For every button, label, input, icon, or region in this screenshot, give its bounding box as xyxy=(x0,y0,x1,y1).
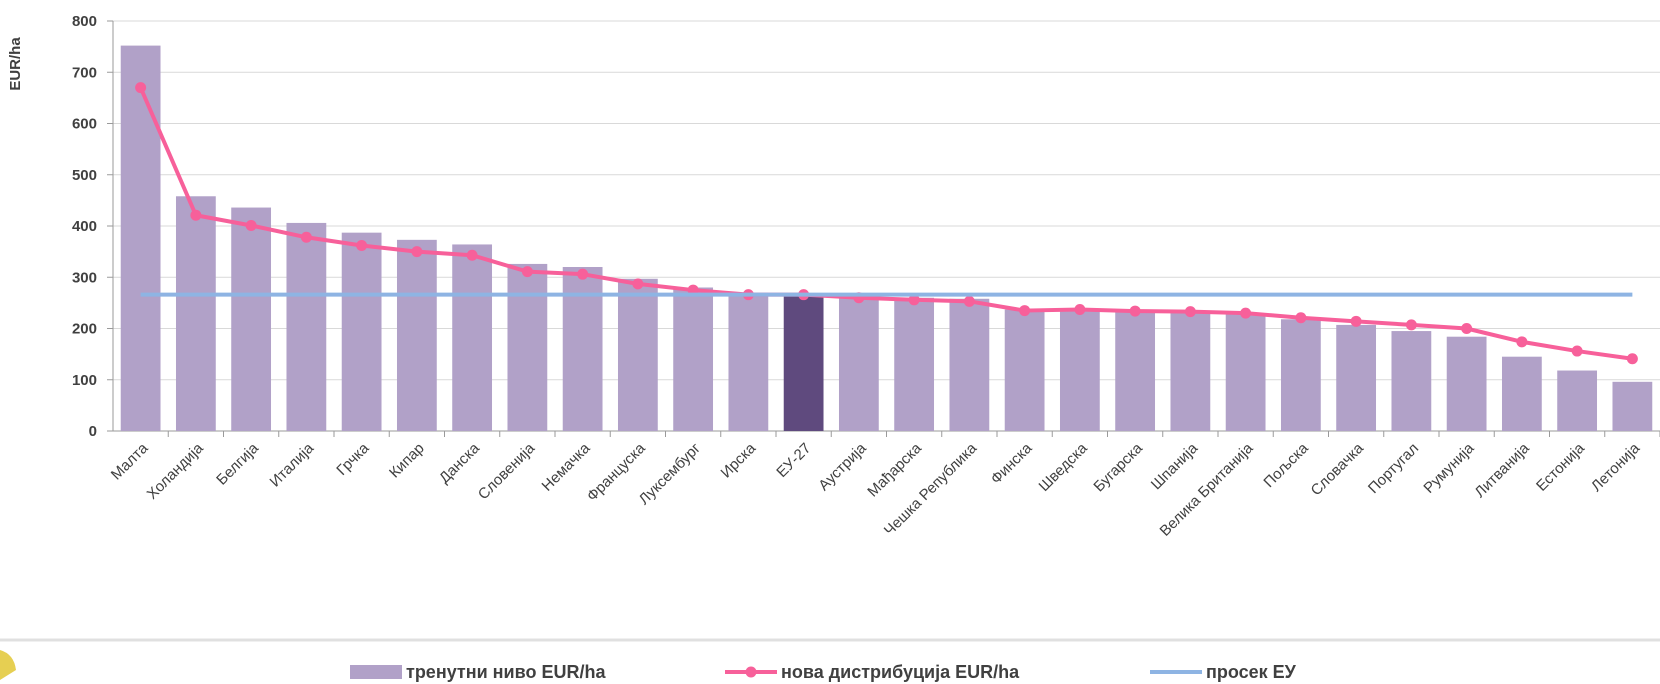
marker xyxy=(1240,307,1252,319)
y-tick-label: 700 xyxy=(72,64,97,81)
bar xyxy=(120,45,161,431)
marker xyxy=(963,295,975,307)
x-tick-label: Малта xyxy=(108,439,152,483)
x-tick-label: Словенија xyxy=(475,439,539,503)
marker xyxy=(1571,345,1583,357)
x-tick-label: Словачка xyxy=(1308,439,1368,499)
bar xyxy=(507,263,548,431)
bar xyxy=(1115,310,1156,431)
y-tick-label: 800 xyxy=(72,13,97,30)
marker xyxy=(1516,336,1528,348)
x-tick-label: Италија xyxy=(267,439,318,490)
x-tick-label: Естонија xyxy=(1533,439,1588,494)
marker xyxy=(411,246,423,258)
y-tick-label: 0 xyxy=(89,423,97,440)
bar xyxy=(783,294,824,431)
x-tick-label: Холандија xyxy=(144,439,207,502)
legend-label: просек ЕУ xyxy=(1206,662,1297,682)
bar xyxy=(728,292,769,431)
bar xyxy=(1280,319,1321,431)
bar xyxy=(1446,336,1487,431)
x-tick-label: Велика Британија xyxy=(1157,439,1257,539)
bar xyxy=(175,196,216,431)
x-tick-label: Шведска xyxy=(1036,439,1092,495)
bar xyxy=(1004,309,1045,431)
x-tick-label: Кипар xyxy=(386,440,428,482)
marker xyxy=(1405,319,1417,331)
bar xyxy=(396,239,437,431)
bar xyxy=(617,278,658,431)
bar xyxy=(1170,310,1211,431)
y-axis-label: EUR/ha xyxy=(7,37,24,91)
marker xyxy=(466,249,478,261)
bar xyxy=(286,222,327,431)
x-tick-label: Ирска xyxy=(718,439,760,481)
x-tick-label: Летонија xyxy=(1588,439,1644,495)
y-tick-label: 600 xyxy=(72,116,97,133)
x-tick-label: Данска xyxy=(436,439,484,487)
x-tick-label: Румунија xyxy=(1420,439,1477,496)
bar xyxy=(231,207,272,431)
marker xyxy=(356,239,368,251)
marker xyxy=(1461,323,1473,334)
marker xyxy=(1129,305,1141,317)
x-tick-label: Аустрија xyxy=(815,439,870,494)
logo xyxy=(0,650,16,680)
x-tick-label: Шпанија xyxy=(1148,439,1202,493)
bar xyxy=(1059,309,1100,431)
x-tick-label: Грчка xyxy=(333,439,373,479)
x-tick-label: Португал xyxy=(1365,440,1422,497)
bar xyxy=(838,296,879,431)
legend-marker xyxy=(745,666,757,678)
x-tick-label: Белгија xyxy=(213,439,262,488)
marker xyxy=(300,231,312,243)
bar xyxy=(894,297,935,431)
bar xyxy=(1336,324,1377,431)
marker xyxy=(1019,305,1031,317)
x-tick-label: Немачка xyxy=(539,439,594,494)
bar xyxy=(341,232,382,431)
bar xyxy=(1225,314,1266,431)
y-tick-label: 300 xyxy=(72,269,97,286)
x-tick-label: Литванија xyxy=(1471,439,1533,501)
x-tick-label: Финска xyxy=(988,439,1036,487)
legend-label: нова дистрибуција EUR/ha xyxy=(781,662,1020,682)
x-tick-label: Пољска xyxy=(1260,439,1312,491)
y-tick-label: 500 xyxy=(72,167,97,184)
marker xyxy=(632,278,644,290)
bar xyxy=(673,287,714,431)
marker xyxy=(577,268,589,280)
y-tick-label: 100 xyxy=(72,372,97,389)
bar xyxy=(1557,370,1598,431)
bar xyxy=(1391,331,1432,431)
bar xyxy=(562,267,603,431)
y-tick-label: 200 xyxy=(72,321,97,338)
y-tick-label: 400 xyxy=(72,218,97,235)
bar xyxy=(949,298,990,431)
x-tick-label: Бугарска xyxy=(1090,439,1146,495)
marker xyxy=(245,219,257,231)
bar xyxy=(1501,356,1542,431)
legend-swatch xyxy=(350,665,402,679)
marker xyxy=(1074,304,1086,316)
marker xyxy=(1184,306,1196,318)
bar xyxy=(452,244,493,431)
marker xyxy=(190,209,202,221)
marker xyxy=(521,266,533,278)
legend-label: тренутни ниво EUR/ha xyxy=(406,662,606,682)
x-tick-label: ЕУ-27 xyxy=(773,440,814,481)
marker xyxy=(1350,315,1362,327)
line xyxy=(138,86,1633,361)
x-tick-label: Чешка Република xyxy=(881,439,981,539)
marker xyxy=(908,294,920,306)
marker xyxy=(135,82,147,94)
marker xyxy=(1295,312,1307,324)
marker xyxy=(1626,353,1638,365)
bar xyxy=(1612,381,1653,431)
